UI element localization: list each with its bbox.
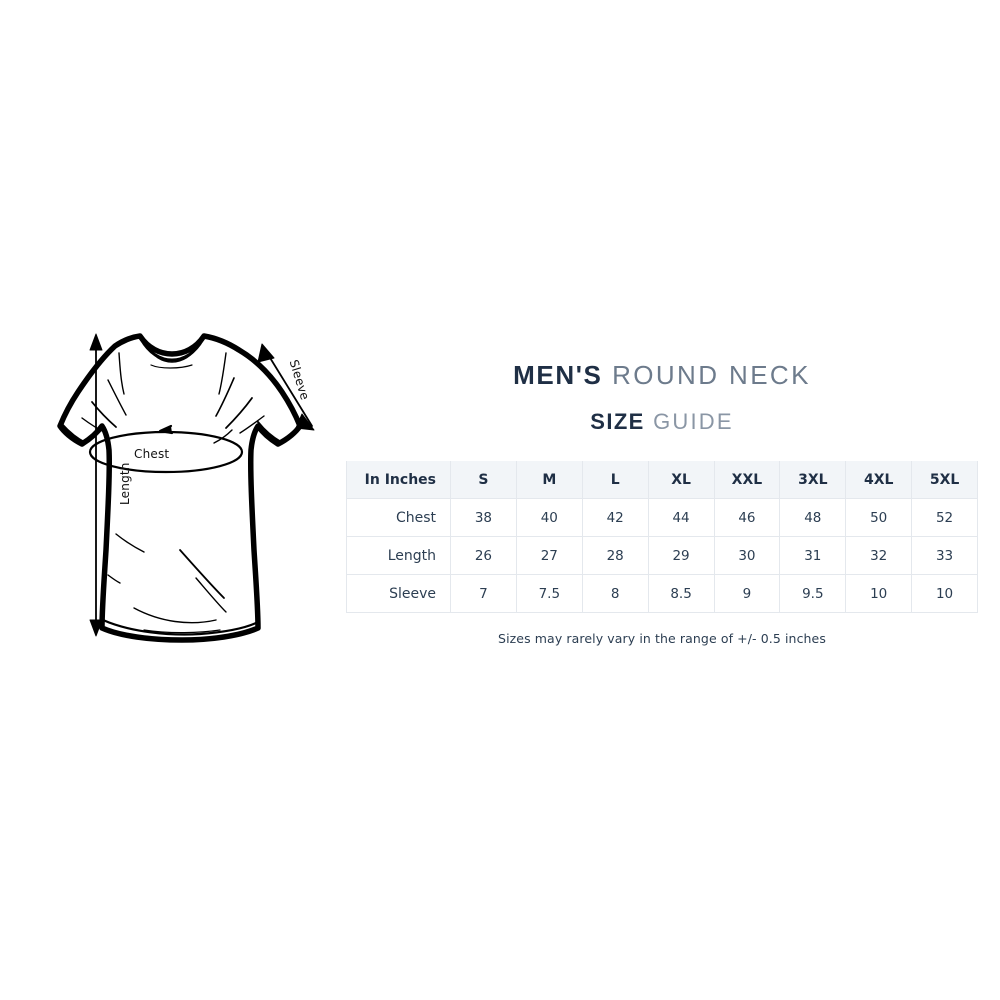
size-chart-table: In Inches S M L XL XXL 3XL 4XL 5XL Chest 38 40 42 4… (346, 461, 978, 613)
crease-left-1 (107, 379, 127, 416)
neckline-outer (139, 337, 205, 362)
crease-right-shoulder (218, 352, 227, 395)
crease-hem-sweep (133, 607, 217, 624)
cell-chest-m: 40 (515, 498, 583, 537)
cell-length-s: 26 (450, 536, 517, 575)
crease-body-left (115, 533, 145, 553)
crease-right-2 (225, 397, 253, 429)
cell-chest-5xl: 52 (911, 498, 978, 537)
hem-detail (143, 629, 221, 634)
crease-right-3 (239, 415, 265, 434)
size-chart-body: Chest 38 40 42 44 46 48 50 52 Length 26 27 28 29 30 31 3… (346, 498, 978, 613)
cell-sleeve-xl: 8.5 (647, 574, 715, 613)
cell-chest-s: 38 (450, 498, 517, 537)
cell-length-xl: 29 (647, 536, 715, 575)
cell-chest-l: 42 (581, 498, 649, 537)
cell-chest-4xl: 50 (845, 498, 913, 537)
length-arrowhead-bottom (89, 619, 103, 637)
sleeve-arrowhead-top (257, 343, 275, 363)
page-title-strong: MEN'S (513, 360, 603, 390)
row-label-length: Length (346, 536, 451, 575)
tshirt-illustration (20, 320, 360, 680)
size-header-m: M (515, 461, 583, 499)
hem-line (101, 618, 260, 636)
page-subtitle-strong: SIZE (590, 409, 645, 434)
cell-sleeve-4xl: 10 (845, 574, 913, 613)
cell-length-xxl: 30 (713, 536, 781, 575)
page-subtitle-light: GUIDE (653, 409, 734, 434)
cell-sleeve-m: 7.5 (515, 574, 583, 613)
size-header-l: L (581, 461, 649, 499)
page-subtitle-gap (645, 409, 653, 434)
cell-chest-xl: 44 (647, 498, 715, 537)
length-arrowhead-top (89, 333, 103, 351)
size-header-3xl: 3XL (779, 461, 847, 499)
sleeve-measure-line (263, 347, 313, 427)
tshirt-svg (57, 333, 315, 643)
cell-sleeve-3xl: 9.5 (779, 574, 847, 613)
table-row: Length 26 27 28 29 30 31 32 33 (346, 536, 978, 575)
crease-left-2 (91, 401, 117, 428)
tshirt-outline (57, 333, 303, 643)
cell-length-3xl: 31 (779, 536, 847, 575)
page-title: MEN'S ROUND NECK (346, 360, 978, 391)
cell-chest-xxl: 46 (713, 498, 781, 537)
cell-sleeve-s: 7 (450, 574, 517, 613)
cell-sleeve-l: 8 (581, 574, 649, 613)
unit-header-cell: In Inches (346, 461, 451, 499)
page-title-light: ROUND NECK (612, 360, 811, 390)
sleeve-arrowhead-bottom (295, 413, 315, 431)
size-chart-head: In Inches S M L XL XXL 3XL 4XL 5XL (346, 461, 978, 499)
neckline-detail (150, 364, 193, 369)
size-header-5xl: 5XL (911, 461, 978, 499)
cell-chest-3xl: 48 (779, 498, 847, 537)
table-row: Chest 38 40 42 44 46 48 50 52 (346, 498, 978, 537)
crease-body-left-2 (107, 574, 121, 584)
chest-measure-label: Chest (134, 447, 170, 461)
cuff-right (257, 421, 282, 443)
cuff-left (61, 423, 87, 444)
size-header-xl: XL (647, 461, 715, 499)
cell-length-l: 28 (581, 536, 649, 575)
length-measure-label: Length (118, 462, 132, 505)
cell-sleeve-xxl: 9 (713, 574, 781, 613)
chest-measure-arrowhead (158, 424, 174, 435)
size-header-s: S (450, 461, 517, 499)
cell-length-5xl: 33 (911, 536, 978, 575)
table-header-row: In Inches S M L XL XXL 3XL 4XL 5XL (346, 461, 978, 499)
size-header-xxl: XXL (713, 461, 781, 499)
crease-body-right-2 (195, 577, 227, 613)
row-label-sleeve: Sleeve (346, 574, 451, 613)
crease-right-1 (215, 377, 235, 417)
page-title-rest (602, 360, 612, 390)
table-note: Sizes may rarely vary in the range of +/… (498, 631, 826, 646)
page-subtitle: SIZE GUIDE (346, 409, 978, 435)
row-label-chest: Chest (346, 498, 451, 537)
cell-length-m: 27 (515, 536, 583, 575)
cell-sleeve-5xl: 10 (911, 574, 978, 613)
size-header-4xl: 4XL (845, 461, 913, 499)
crease-left-shoulder (118, 352, 125, 395)
table-row: Sleeve 7 7.5 8 8.5 9 9.5 10 10 (346, 574, 978, 613)
crease-left-3 (81, 417, 107, 434)
cell-length-4xl: 32 (845, 536, 913, 575)
neckline-inner (145, 344, 200, 363)
crease-body-right (179, 549, 225, 599)
